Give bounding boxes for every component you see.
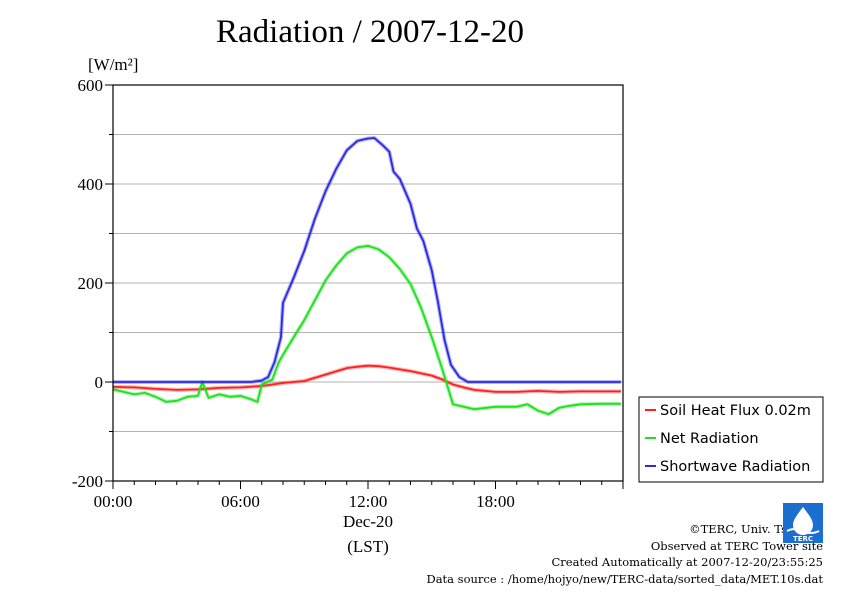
x-axis-title: (LST) <box>347 537 389 556</box>
series-band-shortwave-radiation <box>113 136 621 384</box>
series-line-soil-heat-flux-0-02m <box>112 364 621 393</box>
series-band-soil-heat-flux-0-02m <box>112 363 621 394</box>
x-tick-label: 18:00 <box>476 492 515 511</box>
legend-label-net-radiation: Net Radiation <box>660 431 759 447</box>
terc-logo: TERC <box>783 503 823 543</box>
logo-text: TERC <box>793 535 813 543</box>
chart-title: Radiation / 2007-12-20 <box>216 14 524 50</box>
y-tick-label: 400 <box>78 175 104 194</box>
y-tick-label: 0 <box>95 373 104 392</box>
x-tick-label: 12:00 <box>349 492 388 511</box>
legend-label-soil-heat-flux-0-02m: Soil Heat Flux 0.02m <box>660 403 811 419</box>
x-tick-label: 00:00 <box>94 492 133 511</box>
copyright-text: ©TERC, Univ. Tsukuba <box>689 522 823 536</box>
x-axis-date-label: Dec-20 <box>343 512 393 531</box>
y-axis: 600 400 200 0 -200 <box>72 76 113 491</box>
y-tick-label: -200 <box>72 472 103 491</box>
data-source-text: Data source : /home/hojyo/new/TERC-data/… <box>426 571 823 586</box>
created-timestamp-text: Created Automatically at 2007-12-20/23:5… <box>551 555 824 569</box>
credits-block: ©TERC, Univ. Tsukuba Observed at TERC To… <box>426 521 823 587</box>
y-tick-label: 200 <box>78 274 104 293</box>
y-tick-label: 600 <box>78 76 104 95</box>
x-tick-label: 06:00 <box>221 492 260 511</box>
series-line-net-radiation <box>112 245 621 416</box>
legend: Soil Heat Flux 0.02m Net Radiation Shortwa… <box>638 396 824 483</box>
x-axis: 00:00 06:00 12:00 18:00 <box>94 481 624 511</box>
series-lines <box>112 136 621 417</box>
series-line-shortwave-radiation <box>113 137 621 383</box>
observation-site-text: Observed at TERC Tower site <box>650 538 823 553</box>
y-axis-unit: [W/m²] <box>88 55 138 74</box>
legend-label-shortwave-radiation: Shortwave Radiation <box>660 459 810 475</box>
grid-lines <box>113 134 623 432</box>
